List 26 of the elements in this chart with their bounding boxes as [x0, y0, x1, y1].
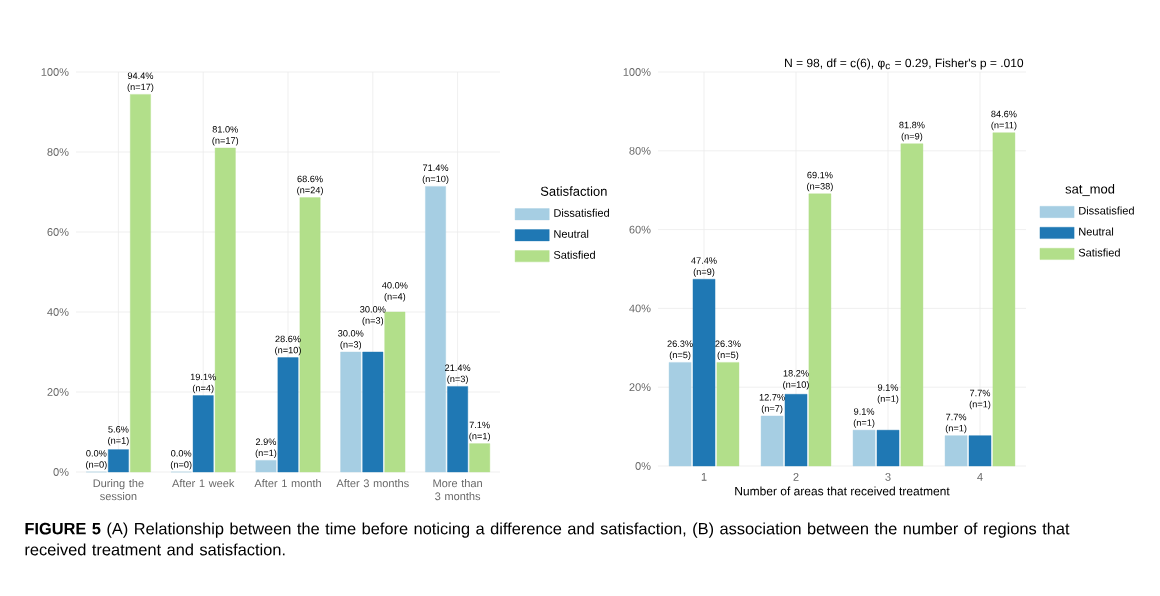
bar	[692, 279, 716, 467]
bar	[108, 449, 129, 473]
bar	[808, 193, 832, 467]
bar	[968, 435, 992, 467]
bar	[992, 132, 1016, 467]
bar	[277, 357, 299, 473]
bar	[876, 429, 900, 467]
bar	[469, 443, 491, 473]
bar	[425, 186, 446, 473]
text: FIGURE 5 (A) Relationship between the time before noticing a difference and satisfaction, (B) association between the number of regions that received treatment and satisfaction.	[25, 522, 1070, 556]
bar	[716, 362, 740, 467]
bar	[852, 429, 876, 467]
bar	[760, 415, 784, 467]
bar	[340, 351, 362, 473]
bar	[214, 147, 236, 473]
bar	[900, 143, 924, 467]
bar	[944, 435, 968, 467]
bar	[255, 460, 277, 473]
bar	[130, 94, 151, 473]
bar	[384, 311, 406, 473]
bar	[299, 197, 321, 473]
bar	[447, 386, 468, 473]
bar	[784, 394, 808, 467]
bar	[192, 395, 214, 473]
bar	[668, 362, 692, 467]
bar	[362, 351, 384, 473]
